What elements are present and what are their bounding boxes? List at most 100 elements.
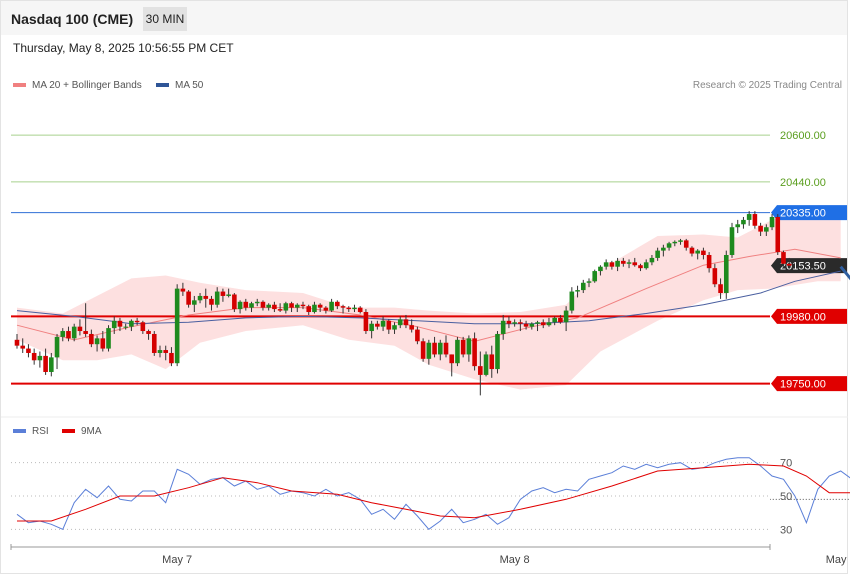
candle-body: [712, 268, 718, 285]
candle-body: [575, 290, 580, 292]
candle: [500, 314, 506, 340]
candle: [426, 339, 432, 365]
candle: [111, 316, 117, 334]
candle: [621, 257, 626, 267]
candle-body: [260, 301, 266, 308]
candle: [209, 295, 214, 311]
candle-body: [203, 295, 209, 299]
candle-body: [157, 350, 163, 353]
candle-body: [495, 333, 500, 370]
candle: [20, 338, 26, 353]
ma50-line: [16, 270, 841, 325]
candle: [392, 322, 397, 334]
candle-body: [741, 219, 746, 225]
candle: [437, 339, 443, 361]
candle: [655, 247, 660, 261]
candle: [712, 263, 718, 288]
candle-body: [718, 284, 723, 294]
candle-body: [409, 325, 414, 330]
candle-body: [649, 257, 655, 263]
level-label: 20153.50: [780, 261, 826, 273]
bollinger-bands: [17, 205, 841, 390]
forecast-arrow: [839, 265, 850, 281]
rsi-ma-legend-label: 9MA: [81, 426, 102, 437]
rsi-line: [16, 457, 850, 530]
candle: [518, 319, 523, 332]
candle-body: [117, 320, 123, 327]
candle: [174, 284, 180, 367]
rsi-swatch: [13, 429, 26, 434]
candle: [151, 331, 157, 356]
candle-body: [266, 304, 271, 308]
candle-body: [226, 294, 231, 296]
candle-body: [294, 304, 300, 308]
candle: [106, 325, 111, 352]
candle: [506, 316, 512, 329]
candle: [100, 331, 106, 352]
candle: [495, 331, 500, 374]
candle-body: [209, 298, 214, 305]
price-levels: 20600.00 20440.00 20335.00 20153.50 19980.00…: [11, 130, 847, 392]
candle-body: [363, 312, 369, 332]
candle: [363, 309, 369, 334]
candle-body: [786, 263, 792, 266]
x-tick-label: May 8: [500, 554, 530, 566]
candle-body: [37, 355, 43, 361]
candle: [558, 314, 563, 324]
chart-header: Nasdaq 100 (CME) 30 MIN: [1, 1, 847, 35]
candle-body: [60, 331, 66, 337]
candle-body: [306, 306, 312, 313]
candle-body: [340, 306, 346, 308]
candle-body: [661, 247, 666, 251]
candle: [466, 335, 472, 362]
candle-body: [615, 260, 620, 267]
bollinger-band-fill: [17, 205, 841, 390]
level-label: 20600.00: [780, 130, 826, 142]
candle: [758, 222, 763, 236]
candle: [575, 285, 580, 298]
candle: [598, 265, 603, 276]
candle: [329, 298, 334, 313]
candle: [718, 278, 723, 299]
candle-body: [695, 250, 700, 254]
candle-body: [609, 262, 615, 267]
credit-text: Research © 2025 Trading Central: [692, 80, 842, 91]
candle: [375, 320, 380, 330]
candle-body: [638, 265, 643, 269]
candle-body: [169, 352, 174, 364]
candle-body: [666, 243, 672, 248]
candle: [66, 326, 71, 342]
candle-body: [655, 250, 660, 258]
candle-body: [592, 271, 598, 282]
candle: [701, 247, 706, 260]
candle: [352, 304, 357, 313]
ma50-legend-label: MA 50: [175, 80, 204, 91]
candle: [289, 301, 294, 313]
candle-body: [14, 339, 20, 346]
candle-body: [729, 227, 735, 255]
candle-body: [186, 291, 191, 305]
candle-body: [701, 250, 706, 255]
candle-body: [300, 304, 306, 307]
candle-body: [329, 301, 334, 311]
candle-body: [518, 322, 523, 324]
candle: [666, 241, 672, 251]
timeframe-badge[interactable]: 30 MIN: [143, 7, 187, 31]
candle: [237, 300, 243, 314]
rsi-tick-label: 70: [780, 458, 792, 470]
candle-body: [392, 325, 397, 330]
ma20-legend-label: MA 20 + Bollinger Bands: [32, 80, 142, 91]
candle-body: [197, 295, 203, 301]
candle-body: [254, 301, 260, 304]
candle-body: [758, 225, 763, 232]
candle-body: [83, 331, 88, 334]
candle-body: [357, 307, 363, 313]
candle: [243, 298, 249, 311]
candle: [580, 279, 586, 294]
candle: [786, 257, 792, 267]
chart-datetime: Thursday, May 8, 2025 10:56:55 PM CET: [13, 41, 234, 55]
candle-body: [323, 307, 329, 311]
candle-body: [123, 326, 128, 328]
